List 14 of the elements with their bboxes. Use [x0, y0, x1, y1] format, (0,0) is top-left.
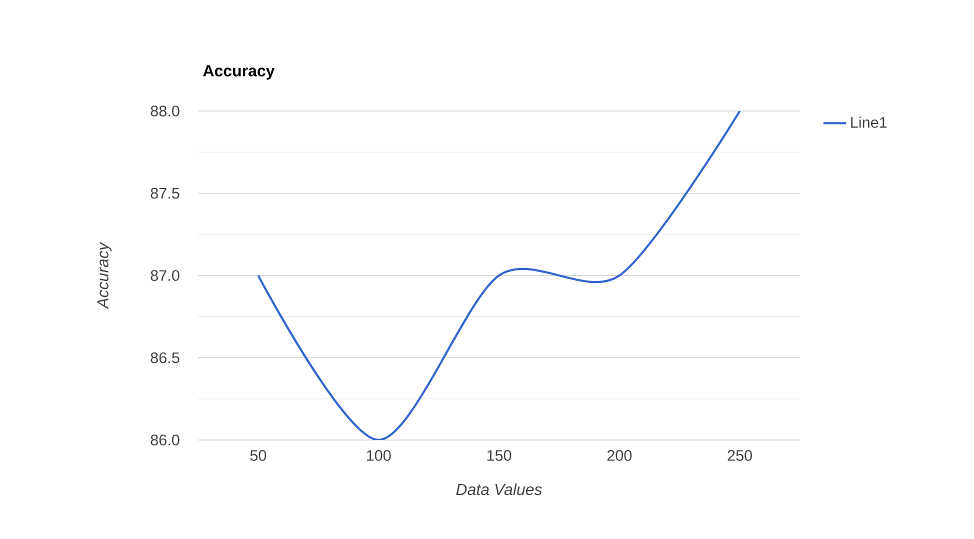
- y-tick-label: 86.5: [150, 352, 180, 364]
- y-tick-label: 87.0: [150, 270, 180, 281]
- y-tick-label: 86.0: [150, 434, 180, 446]
- x-tick-label: 200: [607, 450, 632, 461]
- y-tick-label: 87.5: [150, 188, 180, 199]
- chart-title: Accuracy: [203, 65, 275, 80]
- y-tick-label: 88.0: [150, 106, 180, 116]
- legend-label: Line1: [851, 116, 887, 128]
- x-tick-label: 50: [250, 450, 266, 461]
- x-tick-label: 250: [728, 450, 752, 461]
- y-axis-title: Accuracy: [97, 242, 112, 310]
- x-tick-label: 100: [366, 450, 391, 461]
- x-tick-label: 150: [487, 450, 512, 461]
- x-axis-title: Data Values: [456, 483, 542, 496]
